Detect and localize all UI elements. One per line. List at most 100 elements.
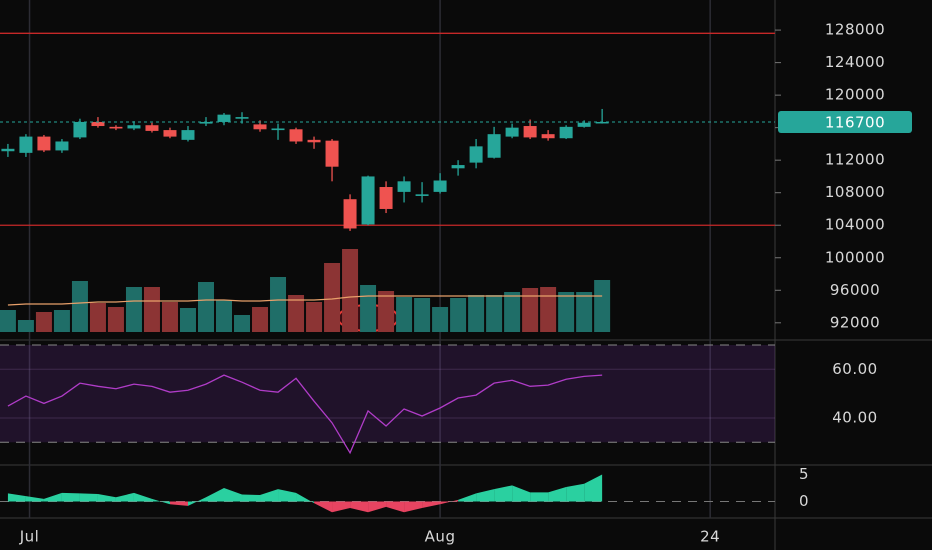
oscillator-area [548, 486, 567, 502]
candle-body [415, 194, 429, 196]
candle-body [595, 121, 609, 124]
volume-bar [125, 287, 142, 332]
y-tick-label: 92000 [830, 313, 880, 331]
volume-bar [414, 298, 431, 332]
volume-bar [17, 320, 34, 332]
volume-bar [594, 280, 611, 332]
candle-body [127, 125, 141, 129]
candle-body [379, 187, 393, 209]
volume-bar [342, 249, 359, 332]
oscillator-area [151, 498, 170, 505]
volume-bar [143, 287, 160, 332]
oscillator-area [260, 489, 279, 502]
oscillator-area [584, 474, 603, 502]
candle-body [217, 114, 231, 122]
candle-body [307, 139, 321, 143]
oscillator-area [278, 489, 297, 502]
candle-body [289, 129, 303, 142]
y-tick-label: 104000 [825, 216, 885, 234]
volume-bar [522, 288, 539, 332]
volume-bar [71, 281, 88, 332]
candle-body [235, 117, 249, 119]
oscillator-area [530, 492, 549, 502]
oscillator-area [115, 492, 134, 502]
candle-body [145, 125, 159, 131]
volume-bar [468, 295, 485, 332]
candle-body [487, 134, 501, 158]
volume-bar [216, 300, 233, 332]
volume-bar [234, 315, 251, 332]
candle-body [199, 121, 213, 124]
oscillator-area [43, 492, 62, 502]
candle-body [559, 126, 573, 139]
oscillator-area [422, 501, 441, 508]
oscillator-area [169, 501, 188, 506]
volume-bar [432, 307, 449, 332]
candle-body [397, 181, 411, 192]
x-tick-label: 24 [700, 528, 720, 546]
oscillator-area [566, 483, 585, 502]
volume-bar [306, 302, 323, 332]
oscillator-area [187, 497, 206, 506]
candle-body [181, 130, 195, 140]
volume-bar [53, 310, 70, 332]
candle-body [523, 126, 537, 138]
candle-body [577, 122, 591, 127]
candle-body [505, 127, 519, 137]
oscillator-area [205, 488, 225, 502]
oscillator-area [440, 499, 459, 505]
oscillator-area [476, 489, 495, 502]
volume-bar [576, 292, 593, 332]
y-tick-label: 96000 [830, 281, 880, 299]
oscillator-area [458, 493, 477, 502]
y-tick-label: 100000 [825, 248, 885, 266]
volume-bar [197, 282, 214, 332]
candle-body [433, 180, 447, 192]
y-tick-label: 60.00 [832, 360, 877, 378]
oscillator-area [242, 494, 261, 502]
candle-body [271, 128, 285, 131]
candle-body [253, 124, 267, 130]
volume-bar [558, 292, 575, 332]
last-price-box [778, 110, 912, 133]
oscillator-area [79, 493, 98, 502]
candle-body [469, 146, 483, 163]
volume-bar [486, 295, 503, 332]
oscillator-area [296, 492, 315, 504]
volume-bar [504, 292, 521, 332]
volume-ma-line [7, 295, 603, 306]
candle-body [91, 121, 105, 127]
candle-body [451, 165, 465, 169]
volume-bar [270, 277, 287, 332]
y-tick-label: 128000 [825, 21, 885, 39]
y-tick-label: 0 [799, 492, 809, 510]
volume-bar [324, 263, 341, 332]
volume-bar [540, 287, 557, 332]
candle-body [73, 121, 87, 138]
volume-bar [288, 295, 305, 332]
rsi-line [7, 374, 603, 455]
candle-body [541, 134, 555, 139]
y-tick-label: 112000 [825, 151, 885, 169]
volume-bar [252, 307, 269, 332]
candle-body [19, 136, 33, 153]
volume-bar [450, 298, 467, 332]
oscillator-area [25, 496, 44, 502]
last-price-label: 116700 [825, 113, 885, 131]
volume-bar [35, 312, 52, 332]
candle-body [325, 140, 339, 167]
volume-bar [179, 308, 196, 332]
candle-body [109, 126, 123, 129]
oscillator-area [386, 501, 405, 513]
candle-body [1, 148, 15, 152]
volume-bar [0, 310, 16, 332]
oscillator-area [404, 501, 423, 513]
x-tick-label: Jul [19, 528, 40, 546]
y-tick-label: 5 [799, 465, 809, 483]
rsi-band [0, 344, 775, 443]
candle-body [55, 141, 69, 151]
oscillator-area [133, 492, 152, 502]
y-tick-label: 124000 [825, 53, 885, 71]
